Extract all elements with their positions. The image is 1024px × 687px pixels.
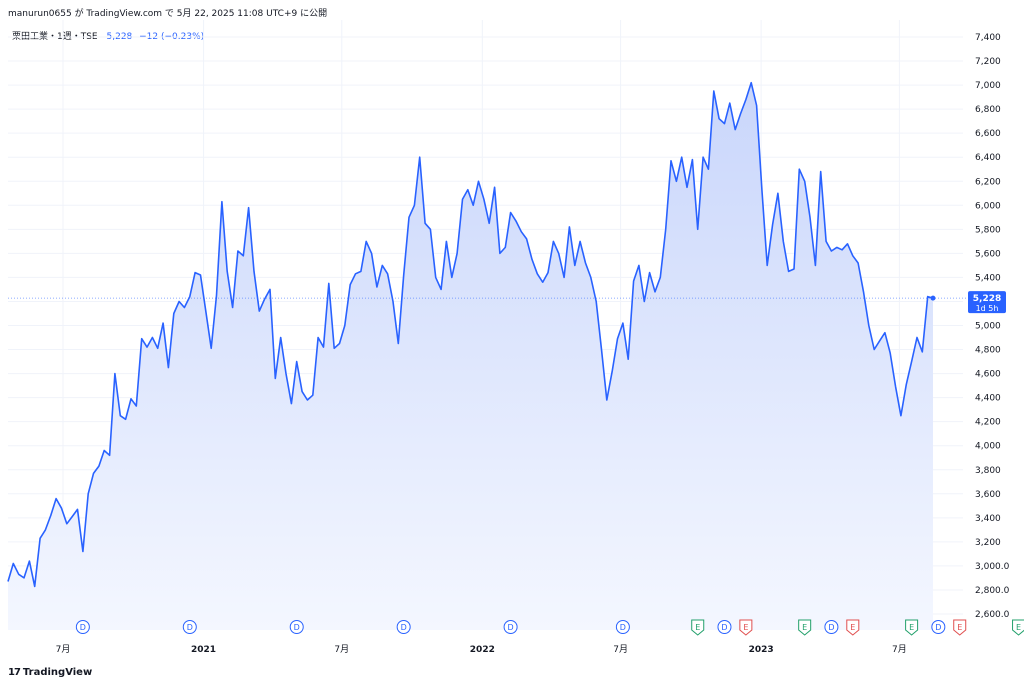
y-tick-label: 3,600: [975, 490, 1001, 500]
y-tick-label: 6,800: [975, 105, 1001, 115]
earnings-marker[interactable]: E: [691, 619, 705, 636]
earnings-marker-shape: [1012, 619, 1024, 636]
y-tick-label: 5,400: [975, 273, 1001, 283]
earnings-marker-shape: [739, 619, 753, 636]
y-tick-label: 5,800: [975, 225, 1001, 235]
y-tick-label: 2,800.0: [975, 586, 1010, 596]
event-marker-label: E: [695, 623, 700, 632]
publish-info: manurun0655 が TradingView.com で 5月 22, 2…: [8, 9, 328, 19]
x-tick-label: 2022: [470, 645, 495, 655]
dividend-marker[interactable]: D: [396, 620, 411, 634]
event-marker-label: D: [294, 623, 300, 632]
x-tick-label: 7月: [334, 644, 349, 655]
y-tick-label: 6,200: [975, 177, 1001, 187]
dividend-marker[interactable]: D: [615, 620, 630, 634]
price-line: [7, 81, 934, 588]
price-area: [8, 82, 933, 630]
price-badge-box: [968, 291, 1006, 314]
y-tick-label: 2,600.0: [975, 610, 1010, 620]
x-tick-label: 7月: [892, 644, 907, 655]
earnings-marker-shape: [846, 619, 860, 636]
x-axis: 7月20217月20227月20237月20247月20257月: [56, 644, 907, 655]
dividend-marker-circle: [615, 620, 630, 634]
earnings-marker[interactable]: E: [739, 619, 753, 636]
y-tick-label: 5,000: [975, 322, 1001, 332]
event-marker-label: E: [957, 623, 962, 632]
price-badge-countdown: 1d 5h: [976, 304, 999, 313]
price-badge-value: 5,228: [973, 294, 1001, 304]
dividend-marker-circle: [824, 620, 839, 634]
y-tick-label: 6,000: [975, 201, 1001, 211]
event-marker-label: D: [80, 623, 86, 632]
earnings-marker[interactable]: E: [798, 619, 812, 636]
dividend-marker-circle: [396, 620, 411, 634]
dividend-marker-circle: [289, 620, 304, 634]
dividend-marker[interactable]: D: [75, 620, 90, 634]
dividend-marker-circle: [931, 620, 946, 634]
event-markers[interactable]: DDDDDDEDEEDEEDEEDE: [75, 619, 1024, 636]
event-marker-label: E: [909, 623, 914, 632]
y-tick-label: 4,000: [975, 442, 1001, 452]
event-marker-label: E: [850, 623, 855, 632]
dividend-marker-circle: [75, 620, 90, 634]
y-tick-label: 4,400: [975, 394, 1001, 404]
earnings-marker-shape: [691, 619, 705, 636]
earnings-marker[interactable]: E: [905, 619, 919, 636]
earnings-marker[interactable]: E: [1012, 619, 1024, 636]
y-tick-label: 7,200: [975, 57, 1001, 67]
event-marker-label: D: [187, 623, 193, 632]
event-marker-label: E: [1016, 623, 1021, 632]
dividend-marker-circle: [503, 620, 518, 634]
dividend-marker[interactable]: D: [503, 620, 518, 634]
y-tick-label: 6,400: [975, 153, 1001, 163]
y-tick-label: 6,600: [975, 129, 1001, 139]
dividend-marker[interactable]: D: [182, 620, 197, 634]
earnings-marker-shape: [953, 619, 967, 636]
dividend-marker-circle: [717, 620, 732, 634]
event-marker-label: D: [508, 623, 514, 632]
y-tick-label: 4,600: [975, 370, 1001, 380]
y-tick-label: 7,000: [975, 81, 1001, 91]
x-tick-label: 7月: [613, 644, 628, 655]
event-marker-label: D: [620, 623, 626, 632]
event-marker-label: D: [828, 623, 834, 632]
event-marker-label: E: [743, 623, 748, 632]
y-tick-label: 3,800: [975, 466, 1001, 476]
dividend-marker[interactable]: D: [289, 620, 304, 634]
dividend-marker[interactable]: D: [824, 620, 839, 634]
y-tick-label: 3,200: [975, 538, 1001, 548]
earnings-marker-shape: [798, 619, 812, 636]
dividend-marker-circle: [182, 620, 197, 634]
tradingview-logo-icon: 17: [8, 667, 21, 678]
event-marker-label: D: [935, 623, 941, 632]
event-marker-label: D: [401, 623, 407, 632]
y-tick-label: 3,400: [975, 514, 1001, 524]
event-marker-label: E: [802, 623, 807, 632]
x-tick-label: 2023: [749, 645, 774, 655]
tradingview-footer[interactable]: 17 TradingView: [8, 667, 92, 678]
y-axis: 7,400 7,200 7,000 6,800 6,600 6,400 6,200 6,000…: [975, 33, 1010, 620]
y-tick-label: 4,200: [975, 418, 1001, 428]
tradingview-brand: TradingView: [22, 667, 93, 678]
price-area-fill: [8, 82, 933, 630]
dividend-marker[interactable]: D: [717, 620, 732, 634]
event-marker-label: D: [721, 623, 727, 632]
earnings-marker[interactable]: E: [953, 619, 967, 636]
x-tick-label: 2021: [191, 645, 216, 655]
y-tick-label: 3,000.0: [975, 562, 1010, 572]
y-tick-label: 4,800: [975, 346, 1001, 356]
earnings-marker-shape: [905, 619, 919, 636]
dividend-marker[interactable]: D: [931, 620, 946, 634]
y-tick-label: 7,400: [975, 33, 1001, 43]
x-tick-label: 7月: [56, 644, 71, 655]
y-tick-label: 5,600: [975, 249, 1001, 259]
price-badge: 5,228 1d 5h: [968, 291, 1006, 314]
earnings-marker[interactable]: E: [846, 619, 860, 636]
